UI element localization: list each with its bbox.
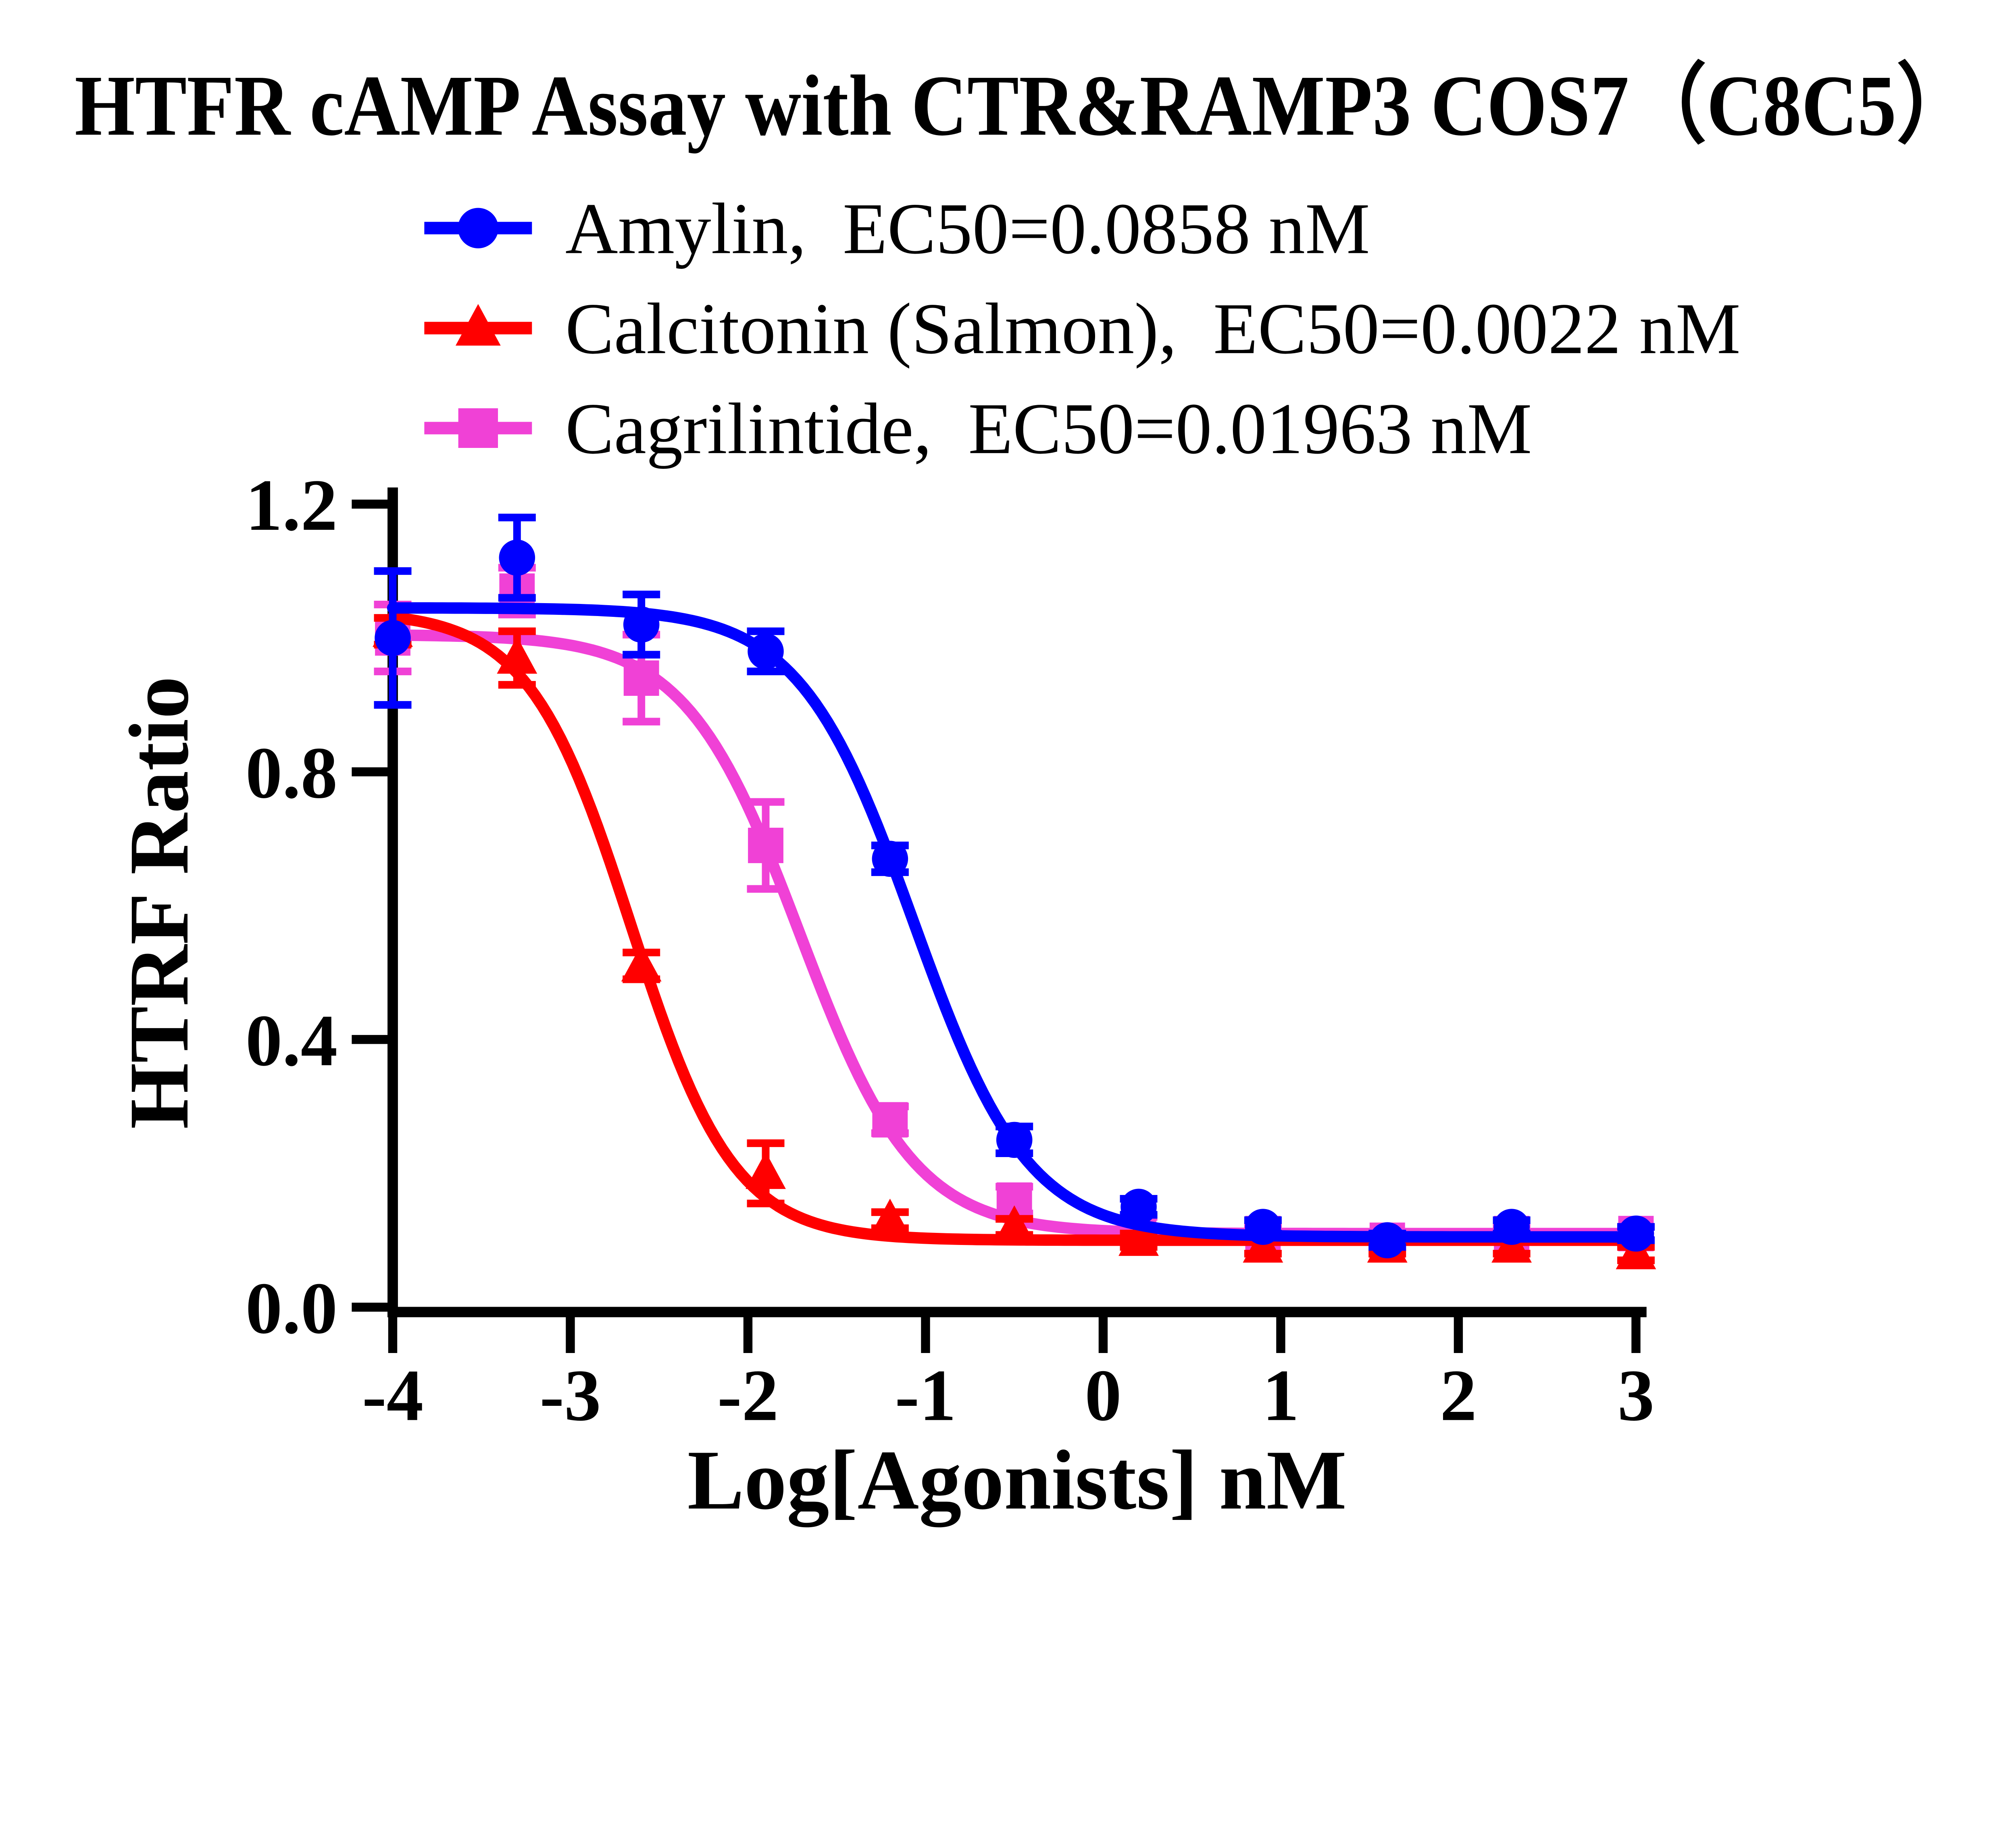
data-point: [1245, 1209, 1281, 1245]
x-tick-label: -3: [539, 1355, 601, 1436]
x-tick-label: -2: [717, 1355, 779, 1436]
y-tick-label: 0.0: [246, 1268, 337, 1349]
y-tick-label: 1.2: [246, 464, 337, 546]
dose-response-chart: HTFR cAMP Assay with CTR&RAMP3 COS7（C8C5…: [75, 57, 1974, 1528]
circle-marker-icon: [458, 208, 498, 248]
data-point: [996, 1122, 1033, 1158]
data-point: [748, 633, 784, 670]
triangle-marker-icon: [455, 304, 501, 346]
data-point: [872, 1102, 908, 1138]
data-point: [499, 539, 535, 576]
series-amylin: [374, 514, 1655, 1259]
data-point: [497, 636, 537, 674]
square-marker-icon: [458, 408, 498, 448]
data-point: [1120, 1189, 1157, 1225]
x-axis-title: Log[Agonists] nM: [687, 1433, 1347, 1528]
data-point: [746, 1151, 786, 1189]
y-tick-label: 0.8: [246, 732, 337, 814]
data-point: [1618, 1215, 1654, 1252]
x-tick-label: 3: [1618, 1355, 1654, 1436]
series-layer: [373, 514, 1656, 1270]
data-point: [872, 841, 908, 877]
legend-label-cagrilintide: Cagrilintide, EC50=0.01963 nM: [565, 389, 1532, 469]
data-point: [994, 1205, 1035, 1243]
data-point: [375, 620, 411, 656]
chart-title: HTFR cAMP Assay with CTR&RAMP3 COS7（C8C5…: [75, 57, 1974, 154]
series-calcitonin-salmon-: [373, 610, 1656, 1270]
x-tick-label: 1: [1262, 1355, 1299, 1436]
data-point: [748, 828, 783, 863]
square-marker-icon: [458, 408, 498, 448]
data-point: [1369, 1222, 1406, 1259]
axes: Log[Agonists] nM HTRF Ratio -4 -3 -2 -1 0 1 2 3…: [112, 464, 1654, 1528]
legend-label-calcitonin: Calcitonin (Salmon), EC50=0.0022 nM: [565, 289, 1741, 369]
x-tick-label: -4: [362, 1355, 423, 1436]
legend: Amylin, EC50=0.0858 nM Calcitonin (Salmo…: [424, 189, 1741, 469]
triangle-marker-icon: [455, 304, 501, 346]
legend-item-amylin: Amylin, EC50=0.0858 nM: [424, 189, 1370, 269]
circle-marker-icon: [458, 208, 498, 248]
data-point: [623, 606, 660, 643]
legend-item-calcitonin: Calcitonin (Salmon), EC50=0.0022 nM: [424, 289, 1741, 369]
data-point: [870, 1199, 910, 1236]
y-tick-label: 0.4: [246, 1000, 337, 1081]
data-point: [621, 944, 662, 982]
legend-item-cagrilintide: Cagrilintide, EC50=0.01963 nM: [424, 389, 1532, 469]
data-point: [1118, 1218, 1159, 1256]
data-point: [623, 660, 659, 696]
figure-page: HTFR cAMP Assay with CTR&RAMP3 COS7（C8C5…: [75, 57, 1974, 1528]
x-tick-label: 2: [1440, 1355, 1477, 1436]
y-axis-title: HTRF Ratio: [112, 676, 206, 1129]
data-point: [1493, 1209, 1530, 1245]
legend-label-amylin: Amylin, EC50=0.0858 nM: [565, 189, 1370, 269]
x-tick-label: 0: [1085, 1355, 1121, 1436]
x-tick-label: -1: [895, 1355, 956, 1436]
